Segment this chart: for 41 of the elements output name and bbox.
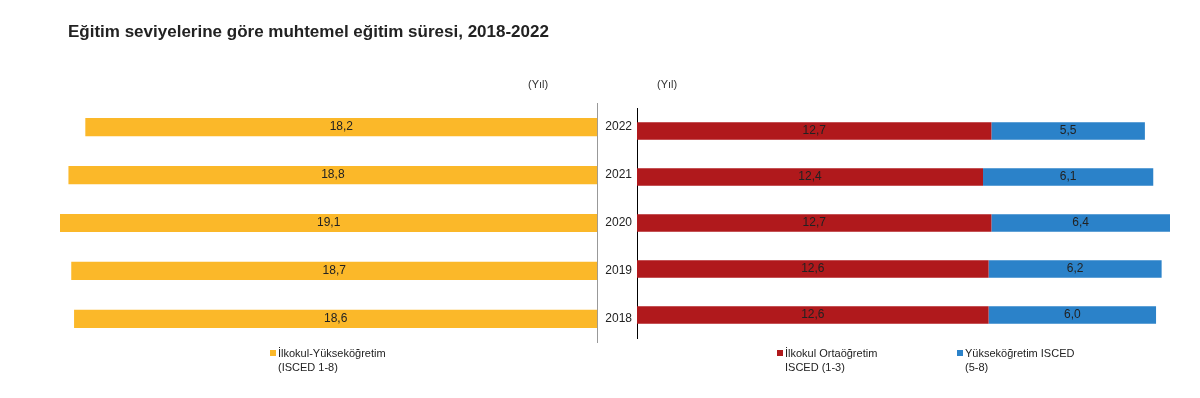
data-label: 19,1 — [316, 215, 341, 230]
bar — [85, 118, 598, 137]
legend-label: İlkokul-Yükseköğretim (ISCED 1-8) — [278, 346, 387, 374]
data-label: 6,0 — [1063, 307, 1081, 322]
data-label: 12,7 — [802, 215, 827, 230]
data-label: 12,6 — [801, 307, 825, 322]
data-label: 12,7 — [802, 123, 827, 138]
y-tick-label: 2022 — [605, 119, 633, 134]
text: (Yıl) — [528, 78, 549, 90]
bar — [988, 306, 1157, 324]
bar — [991, 122, 1145, 140]
bar — [991, 214, 1170, 232]
bar — [637, 122, 992, 140]
data-label: 12,4 — [798, 169, 823, 184]
bar — [983, 168, 1154, 186]
bar — [71, 261, 598, 281]
data-label: 18,6 — [324, 311, 348, 326]
y-tick-label: 2020 — [605, 215, 633, 230]
bar — [74, 309, 598, 328]
y-tick-label: 2019 — [605, 263, 633, 278]
bar — [637, 214, 992, 232]
legend-label: İlkokul Ortaöğretim ISCED (1-3) — [785, 346, 879, 374]
bar — [637, 306, 989, 324]
y-tick-label: 2021 — [605, 167, 633, 182]
bar — [637, 260, 989, 278]
legend-label: Yükseköğretim ISCED (5-8) — [965, 346, 1075, 374]
data-label: 18,8 — [321, 167, 345, 182]
bar — [60, 213, 598, 233]
data-label: 18,2 — [329, 119, 354, 134]
data-label: 5,5 — [1059, 123, 1077, 138]
bar — [68, 165, 598, 185]
data-label: 6,2 — [1066, 261, 1084, 276]
y-tick-label: 2018 — [605, 311, 633, 326]
data-label: 12,6 — [801, 261, 825, 276]
text: (Yıl) — [657, 78, 678, 90]
data-label: 6,4 — [1072, 215, 1090, 230]
bar — [637, 168, 984, 186]
chart-title: Eğitim seviyelerine göre muhtemel eğitim süresi, 2018-2022 — [68, 22, 549, 42]
data-label: 18,7 — [322, 263, 347, 278]
bar — [988, 260, 1162, 278]
data-label: 6,1 — [1059, 169, 1077, 184]
